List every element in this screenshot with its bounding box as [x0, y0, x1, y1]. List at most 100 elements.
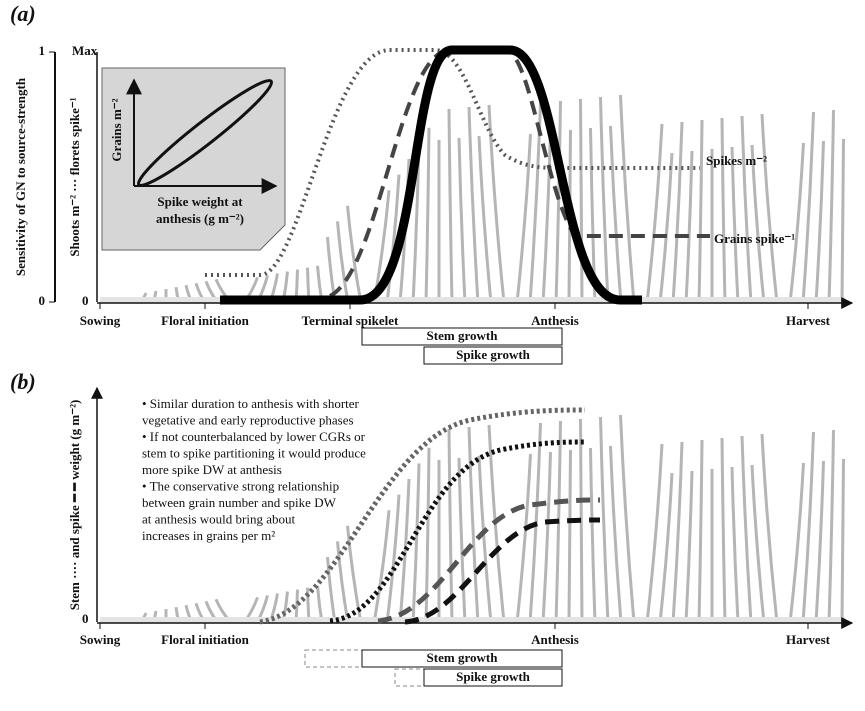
- plant: [686, 471, 692, 623]
- plant: [621, 415, 635, 623]
- plant: [449, 109, 452, 303]
- plant: [816, 141, 824, 303]
- plant: [479, 456, 491, 623]
- curve-label: Spikes m⁻²: [706, 153, 767, 168]
- stage-label: Harvest: [786, 632, 831, 647]
- inset-x-label: Spike weight at: [157, 194, 243, 209]
- axis-label: Sensitivity of GN to source-strength: [13, 77, 28, 276]
- plant: [722, 118, 725, 303]
- plant: [489, 425, 504, 623]
- plant: [842, 139, 844, 303]
- inset-x-label: anthesis (g m⁻²): [156, 211, 244, 226]
- plant: [762, 114, 777, 303]
- plant: [829, 430, 834, 623]
- stage-label: Terminal spikelet: [302, 313, 399, 328]
- curve-label: Grains spike⁻¹: [714, 231, 795, 246]
- stem-bar-shift: [305, 650, 362, 667]
- axis-label: Stem ···· and spike ━ ━ weight (g m⁻²): [67, 400, 82, 611]
- stage-label: Anthesis: [531, 313, 579, 328]
- tick-label: Max: [72, 43, 98, 58]
- plant: [803, 432, 814, 623]
- plant: [647, 124, 662, 303]
- plant: [742, 116, 751, 303]
- plant: [601, 417, 609, 623]
- bullet-line: between grain number and spike DW: [142, 495, 337, 510]
- bullet-line: increases in grains per m²: [142, 528, 275, 543]
- plant: [647, 444, 662, 623]
- plant: [611, 446, 622, 623]
- stage-labels: Sowing Floral initiation Terminal spikelet…: [80, 303, 831, 328]
- stage-labels: Sowing Floral initiation Anthesis Harvest: [80, 623, 831, 647]
- plant: [374, 510, 389, 623]
- stage-label: Sowing: [80, 313, 121, 328]
- spike-bar-shift: [395, 669, 424, 686]
- plant: [699, 440, 702, 623]
- bullet-line: stem to spike partitioning it would prod…: [142, 445, 366, 460]
- tick-label: 0: [39, 293, 46, 308]
- bullet-text: • Similar duration to anthesis with shor…: [142, 396, 366, 543]
- bar-label: Stem growth: [427, 328, 499, 343]
- plant: [803, 112, 814, 303]
- plant: [479, 136, 491, 303]
- panel-label: (a): [10, 1, 36, 26]
- plant: [790, 143, 804, 303]
- figure: (a) 1 0 Sensitivity of GN to source-stre…: [0, 0, 865, 711]
- plant: [469, 427, 478, 623]
- plant: [816, 461, 824, 623]
- plant: [459, 458, 465, 623]
- plant: [556, 101, 561, 303]
- plant: [591, 448, 596, 623]
- plant: [742, 436, 751, 623]
- plant: [611, 126, 622, 303]
- plant: [469, 107, 478, 303]
- plant: [722, 438, 725, 623]
- plant: [459, 138, 465, 303]
- plant: [732, 147, 738, 303]
- plant: [426, 128, 429, 303]
- bullet-line: at anthesis would bring about: [142, 511, 295, 526]
- stage-label: Floral initiation: [161, 313, 250, 328]
- soil: [100, 297, 845, 303]
- tick-label: 0: [82, 611, 89, 626]
- bullet-line: • The conservative strong relationship: [142, 478, 339, 493]
- plant: [517, 454, 531, 623]
- bar-label: Spike growth: [456, 669, 531, 684]
- plant: [842, 459, 844, 623]
- bar-label: Spike growth: [456, 347, 531, 362]
- bullet-line: • If not counterbalanced by lower CGRs o…: [142, 429, 366, 444]
- plant: [673, 442, 682, 623]
- plant: [449, 429, 452, 623]
- plant: [621, 95, 635, 303]
- stage-label: Anthesis: [531, 632, 579, 647]
- plant: [543, 452, 551, 623]
- stage-label: Floral initiation: [161, 632, 250, 647]
- soil: [100, 617, 845, 623]
- plant: [752, 465, 764, 623]
- stage-label: Harvest: [786, 313, 831, 328]
- tick-label: 1: [39, 43, 46, 58]
- plant: [829, 110, 834, 303]
- bullet-line: vegetative and early reproductive phases: [142, 412, 354, 427]
- plant: [686, 151, 692, 303]
- plant: [673, 122, 682, 303]
- bar-label: Stem growth: [427, 650, 499, 665]
- plant: [581, 99, 583, 303]
- stage-label: Sowing: [80, 632, 121, 647]
- plant: [660, 473, 672, 623]
- plant: [413, 463, 419, 623]
- bullet-line: • Similar duration to anthesis with shor…: [142, 396, 360, 411]
- bullet-line: more spike DW at anthesis: [142, 462, 282, 477]
- tick-label: 0: [82, 293, 89, 308]
- plant: [699, 120, 702, 303]
- plant: [660, 153, 672, 303]
- plant: [543, 132, 551, 303]
- inset-y-label: Grains m⁻²: [109, 98, 124, 161]
- plant: [517, 134, 531, 303]
- plant: [601, 97, 609, 303]
- plant: [569, 450, 571, 623]
- plant: [400, 479, 409, 623]
- plant: [790, 463, 804, 623]
- plant: [762, 434, 777, 623]
- axis-label: Shoots m⁻² ··· florets spike⁻¹: [67, 97, 82, 256]
- plant: [732, 467, 738, 623]
